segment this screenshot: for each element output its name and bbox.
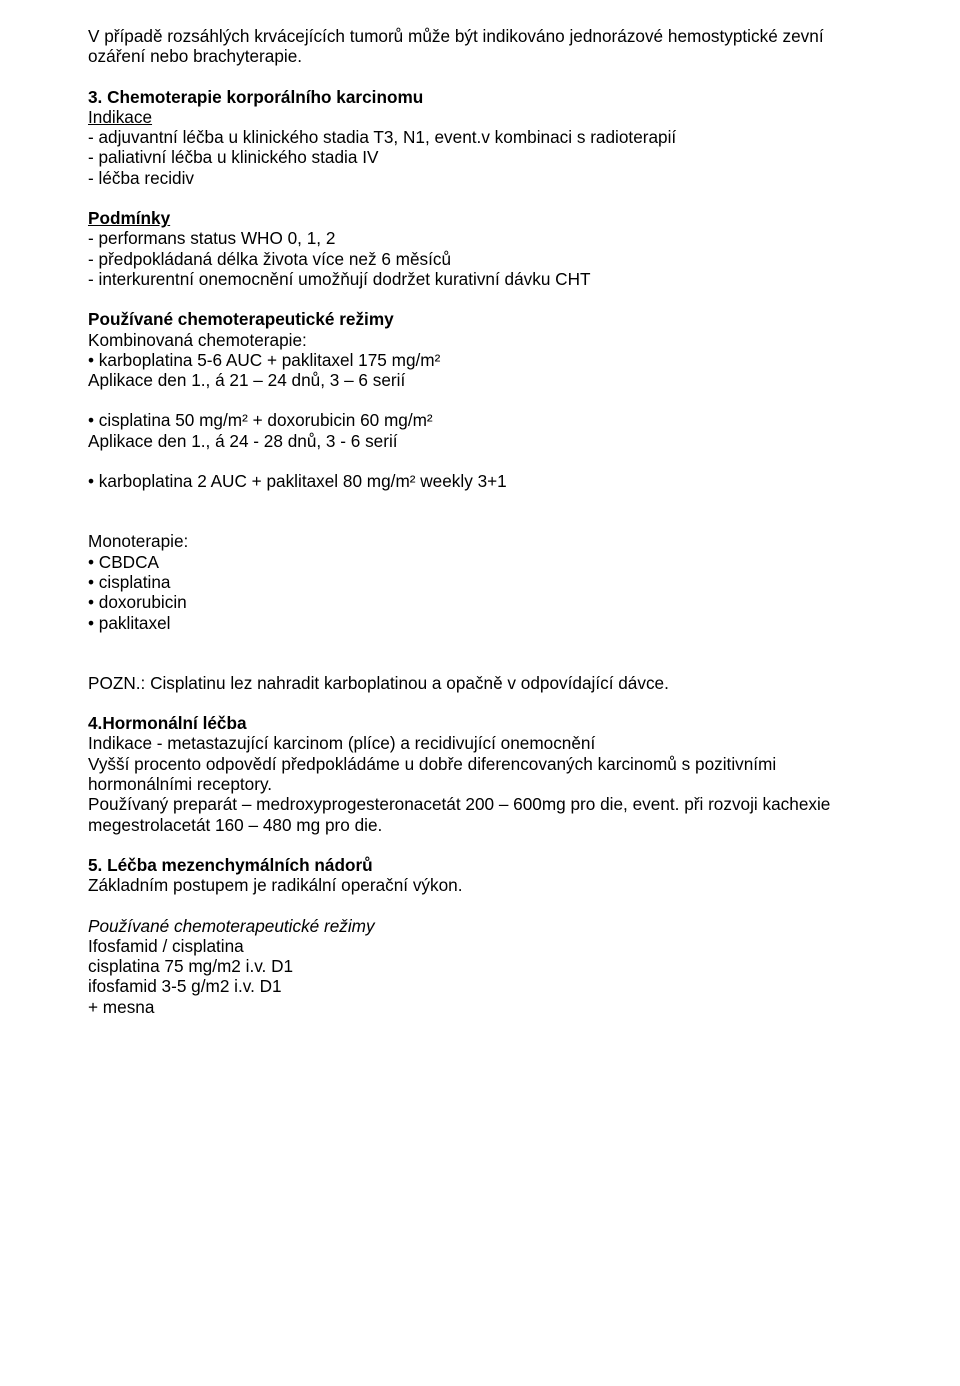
s3-regimen-note: Aplikace den 1., á 21 – 24 dnů, 3 – 6 se… [88, 370, 872, 390]
s3-regimen-item: • karboplatina 2 AUC + paklitaxel 80 mg/… [88, 471, 872, 491]
s3-indikace-item: - léčba recidiv [88, 168, 872, 188]
s3-podminky-item: - interkurentní onemocnění umožňují dodr… [88, 269, 872, 289]
s3-mono-item: • cisplatina [88, 572, 872, 592]
s3-mono-item: • paklitaxel [88, 613, 872, 633]
s3-podminky-item: - performans status WHO 0, 1, 2 [88, 228, 872, 248]
s3-mono-label: Monoterapie: [88, 531, 872, 551]
s3-pozn: POZN.: Cisplatinu lez nahradit karboplat… [88, 673, 872, 693]
s3-title: 3. Chemoterapie korporálního karcinomu [88, 87, 872, 107]
s3-podminky-label: Podmínky [88, 208, 872, 228]
s5-regimy-label: Používané chemoterapeutické režimy [88, 916, 872, 936]
paragraph-intro: V případě rozsáhlých krvácejících tumorů… [88, 26, 872, 67]
s3-kombinovana-label: Kombinovaná chemoterapie: [88, 330, 872, 350]
s5-regimen-item: + mesna [88, 997, 872, 1017]
s3-mono-item: • doxorubicin [88, 592, 872, 612]
s5-line: Základním postupem je radikální operační… [88, 875, 872, 895]
s5-regimen-item: cisplatina 75 mg/m2 i.v. D1 [88, 956, 872, 976]
s3-podminky-item: - předpokládaná délka života více než 6 … [88, 249, 872, 269]
s5-title: 5. Léčba mezenchymálních nádorů [88, 855, 872, 875]
s5-regimen-item: Ifosfamid / cisplatina [88, 936, 872, 956]
s3-regimen-item: • karboplatina 5-6 AUC + paklitaxel 175 … [88, 350, 872, 370]
s3-indikace-item: - adjuvantní léčba u klinického stadia T… [88, 127, 872, 147]
s3-regimy-label: Používané chemoterapeutické režimy [88, 309, 872, 329]
s3-indikace-label: Indikace [88, 107, 872, 127]
s4-line: Indikace - metastazující karcinom (plíce… [88, 733, 872, 753]
s4-title: 4.Hormonální léčba [88, 713, 872, 733]
s5-regimen-item: ifosfamid 3-5 g/m2 i.v. D1 [88, 976, 872, 996]
s4-line: Vyšší procento odpovědí předpokládáme u … [88, 754, 872, 795]
s3-regimen-note: Aplikace den 1., á 24 - 28 dnů, 3 - 6 se… [88, 431, 872, 451]
s4-line: Používaný preparát – medroxyprogesterona… [88, 794, 872, 835]
s3-mono-item: • CBDCA [88, 552, 872, 572]
s3-indikace-item: - paliativní léčba u klinického stadia I… [88, 147, 872, 167]
s3-regimen-item: • cisplatina 50 mg/m² + doxorubicin 60 m… [88, 410, 872, 430]
